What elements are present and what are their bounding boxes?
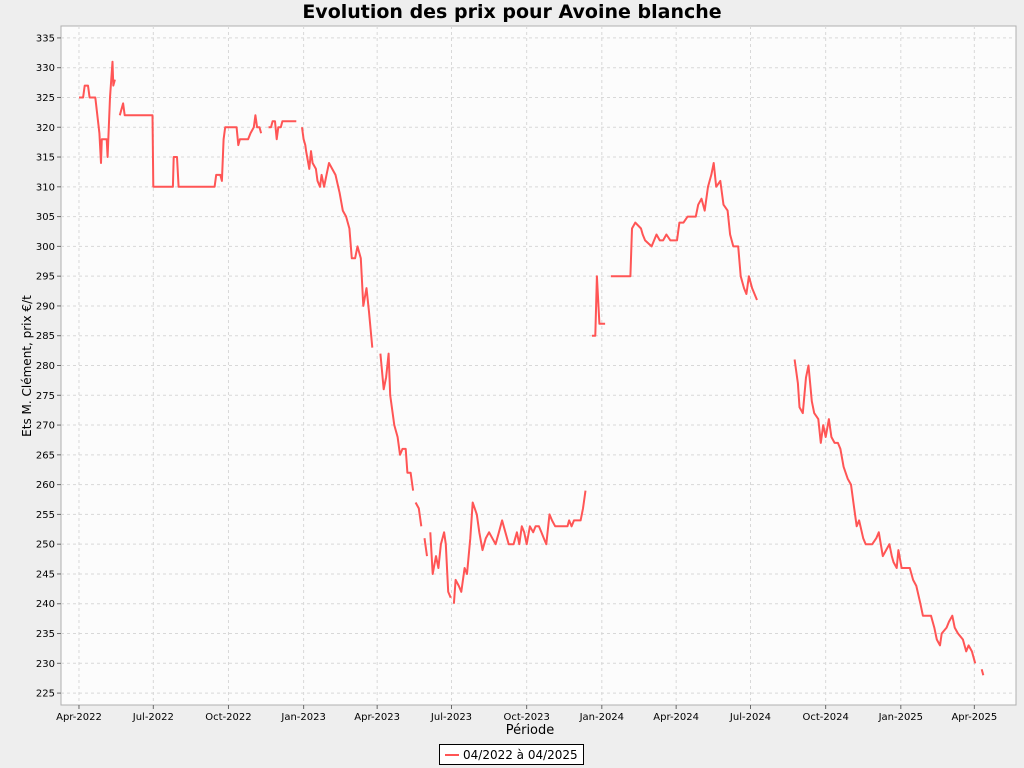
- y-tick-label: 305: [36, 212, 55, 223]
- series-segment: [301, 127, 374, 348]
- y-tick-label: 225: [36, 689, 55, 700]
- y-tick-label: 310: [36, 182, 55, 193]
- y-tick-label: 325: [36, 93, 55, 104]
- legend-swatch: [445, 753, 459, 756]
- series-segment: [610, 162, 758, 301]
- x-tick-label: Jul-2024: [729, 712, 771, 723]
- y-tick-label: 265: [36, 450, 55, 461]
- y-tick-label: 260: [36, 480, 55, 491]
- x-tick-label: Oct-2023: [503, 712, 549, 723]
- x-tick-label: Oct-2022: [205, 712, 251, 723]
- x-tick-label: Jan-2025: [878, 712, 923, 723]
- x-tick-label: Apr-2025: [951, 712, 997, 723]
- y-tick-label: 240: [36, 599, 55, 610]
- x-tick-label: Apr-2023: [354, 712, 400, 723]
- y-tick-label: 280: [36, 361, 55, 372]
- x-tick-label: Jan-2023: [280, 712, 325, 723]
- series-segment: [268, 120, 297, 141]
- y-tick-label: 300: [36, 242, 55, 253]
- y-tick-label: 290: [36, 301, 55, 312]
- series-line: [79, 60, 985, 676]
- y-tick-label: 255: [36, 510, 55, 521]
- y-tick-label: 230: [36, 659, 55, 670]
- x-tick-label: Jul-2022: [132, 712, 174, 723]
- x-axis-title: Période: [506, 723, 555, 738]
- chart-title: Evolution des prix pour Avoine blanche: [302, 1, 722, 23]
- y-tick-label: 285: [36, 331, 55, 342]
- axes: 225 230 235 240 245 250 255 260 265 270 275 280 285 2…: [36, 33, 997, 723]
- y-tick-label: 245: [36, 569, 55, 580]
- y-tick-label: 235: [36, 629, 55, 640]
- x-tick-label: Apr-2024: [653, 712, 699, 723]
- x-tick-label: Jan-2024: [579, 712, 624, 723]
- series-segment: [79, 60, 116, 164]
- series-segment: [414, 502, 423, 527]
- series-segment: [793, 359, 977, 664]
- x-tick-label: Apr-2022: [56, 712, 102, 723]
- series-segment: [423, 538, 428, 557]
- series-segment: [379, 352, 415, 491]
- x-tick-label: Oct-2024: [802, 712, 848, 723]
- legend: 04/2022 à 04/2025: [439, 744, 584, 765]
- y-tick-label: 270: [36, 421, 55, 432]
- y-tick-label: 335: [36, 33, 55, 44]
- series-segment: [118, 102, 263, 188]
- y-tick-label: 315: [36, 153, 55, 164]
- series-segment: [980, 669, 985, 676]
- series-segment: [452, 490, 587, 604]
- y-tick-label: 275: [36, 391, 55, 402]
- y-axis-title: Ets M. Clément, prix €/t: [20, 295, 34, 437]
- y-tick-label: 295: [36, 272, 55, 283]
- y-tick-label: 250: [36, 540, 55, 551]
- y-tick-label: 320: [36, 123, 55, 134]
- y-tick-label: 330: [36, 63, 55, 74]
- series-segment: [429, 531, 452, 599]
- grid: [61, 26, 1016, 705]
- x-tick-label: Jul-2023: [430, 712, 472, 723]
- series-segment: [592, 275, 606, 337]
- legend-label: 04/2022 à 04/2025: [463, 747, 578, 762]
